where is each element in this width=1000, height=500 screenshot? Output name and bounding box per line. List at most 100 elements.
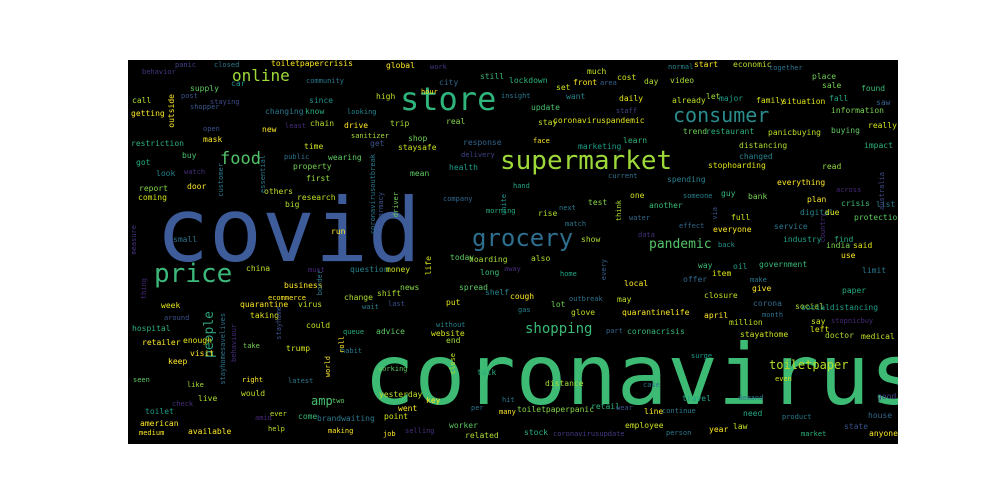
word-closed: closed — [214, 61, 240, 69]
word-outside: outside — [167, 94, 176, 128]
word-water: water — [629, 214, 651, 222]
word-around: around — [164, 314, 190, 322]
word-crisis: crisis — [841, 199, 870, 208]
word-current: current — [608, 172, 638, 180]
word-information: information — [831, 106, 884, 115]
word-working: working — [378, 365, 408, 373]
word-online: online — [232, 66, 290, 85]
word-data: data — [638, 231, 655, 239]
word-travel: travel — [682, 394, 711, 403]
word-want: want — [566, 92, 586, 101]
word-digital: digital — [800, 208, 834, 217]
word-case: case — [643, 381, 660, 389]
word-give: give — [752, 284, 772, 293]
word-pharmacy: pharmacy — [377, 192, 385, 226]
word-new: new — [262, 125, 277, 134]
word-distancing: distancing — [739, 141, 788, 150]
word-found: found — [861, 84, 886, 93]
word-shopper: shopper — [190, 103, 220, 111]
word-others: others — [264, 187, 293, 196]
word-response: response — [463, 138, 502, 147]
word-trip: trip — [390, 119, 410, 128]
word-since: since — [309, 96, 334, 105]
word-american: american — [140, 419, 179, 428]
word-lockdown: lockdown — [509, 76, 548, 85]
word-country: country — [819, 213, 827, 243]
word-continue: continue — [662, 407, 696, 415]
word-come: come — [298, 412, 318, 421]
word-state: state — [844, 422, 869, 431]
word-across: across — [836, 186, 862, 194]
word-would: would — [241, 389, 266, 398]
word-taking: taking — [250, 311, 279, 320]
word-time: time — [304, 142, 324, 151]
word-marketing: marketing — [578, 142, 622, 151]
word-still: still — [480, 72, 505, 81]
word-watch: watch — [184, 168, 206, 176]
word-supermarket: supermarket — [500, 146, 673, 176]
word-life: life — [424, 256, 433, 276]
word-hoarding: hoarding — [469, 255, 508, 264]
word-read: read — [822, 162, 842, 171]
word-item: item — [712, 269, 732, 278]
word-day: day — [644, 77, 659, 86]
word-business: business — [284, 281, 323, 290]
word-china: china — [246, 264, 271, 273]
word-delivery: delivery — [461, 151, 495, 159]
word-retailer: retailer — [142, 338, 181, 347]
word-fall: fall — [829, 94, 849, 103]
word-mask: mask — [203, 135, 223, 144]
word-buy: buy — [182, 151, 197, 160]
word-shopping: shopping — [525, 321, 593, 337]
word-run: run — [331, 227, 346, 236]
word-person: person — [666, 429, 692, 437]
word-back: back — [718, 241, 735, 249]
word-today: today — [450, 253, 475, 262]
word-learn: learn — [623, 136, 648, 145]
word-someone: someone — [683, 192, 713, 200]
word-amp: amp — [311, 394, 333, 408]
word-least: least — [285, 122, 307, 130]
word-medium: medium — [139, 429, 165, 437]
word-doctor: doctor — [825, 331, 854, 340]
word-shift: shift — [377, 289, 402, 298]
word-virus: virus — [298, 300, 323, 309]
word-seen: seen — [133, 376, 150, 384]
word-bank: bank — [748, 192, 768, 201]
word-habit: habit — [341, 347, 363, 355]
word-employee: employee — [625, 421, 664, 430]
word-staff: staff — [616, 107, 638, 115]
word-toilet: toilet — [145, 407, 174, 416]
word-another: another — [649, 201, 683, 210]
word-keep: keep — [168, 357, 188, 366]
word-restaurant: restaurant — [706, 127, 755, 136]
word-line: line — [644, 407, 664, 416]
word-set: set — [556, 83, 571, 92]
word-help: help — [268, 425, 285, 433]
word-outbreak: outbreak — [569, 295, 603, 303]
word-last: last — [388, 300, 405, 308]
word-open: open — [203, 125, 220, 133]
word-year: year — [709, 425, 729, 434]
word-small: small — [173, 235, 198, 244]
word-went: went — [398, 404, 418, 413]
word-unite: unite — [500, 194, 508, 216]
word-quarantinelife: quarantinelife — [622, 308, 690, 317]
word-surge: surge — [691, 352, 713, 360]
word-could: could — [306, 321, 331, 330]
word-worker: worker — [449, 421, 478, 430]
word-available: available — [188, 427, 232, 436]
word-queue: queue — [343, 328, 365, 336]
word-let: let — [706, 92, 721, 101]
word-behavior: behavior — [142, 68, 176, 76]
word-guy: guy — [721, 189, 736, 198]
word-india: india — [826, 241, 851, 250]
word-report: report — [139, 184, 168, 193]
word-everyone: everyone — [713, 225, 752, 234]
word-coronavirusupdate: coronavirusupdate — [553, 430, 625, 438]
word-amid: amid — [255, 414, 272, 422]
word-everything: everything — [777, 178, 826, 187]
word-market: market — [801, 430, 827, 438]
word-stayathome: stayathome — [740, 330, 789, 339]
word-post: post — [181, 92, 198, 100]
